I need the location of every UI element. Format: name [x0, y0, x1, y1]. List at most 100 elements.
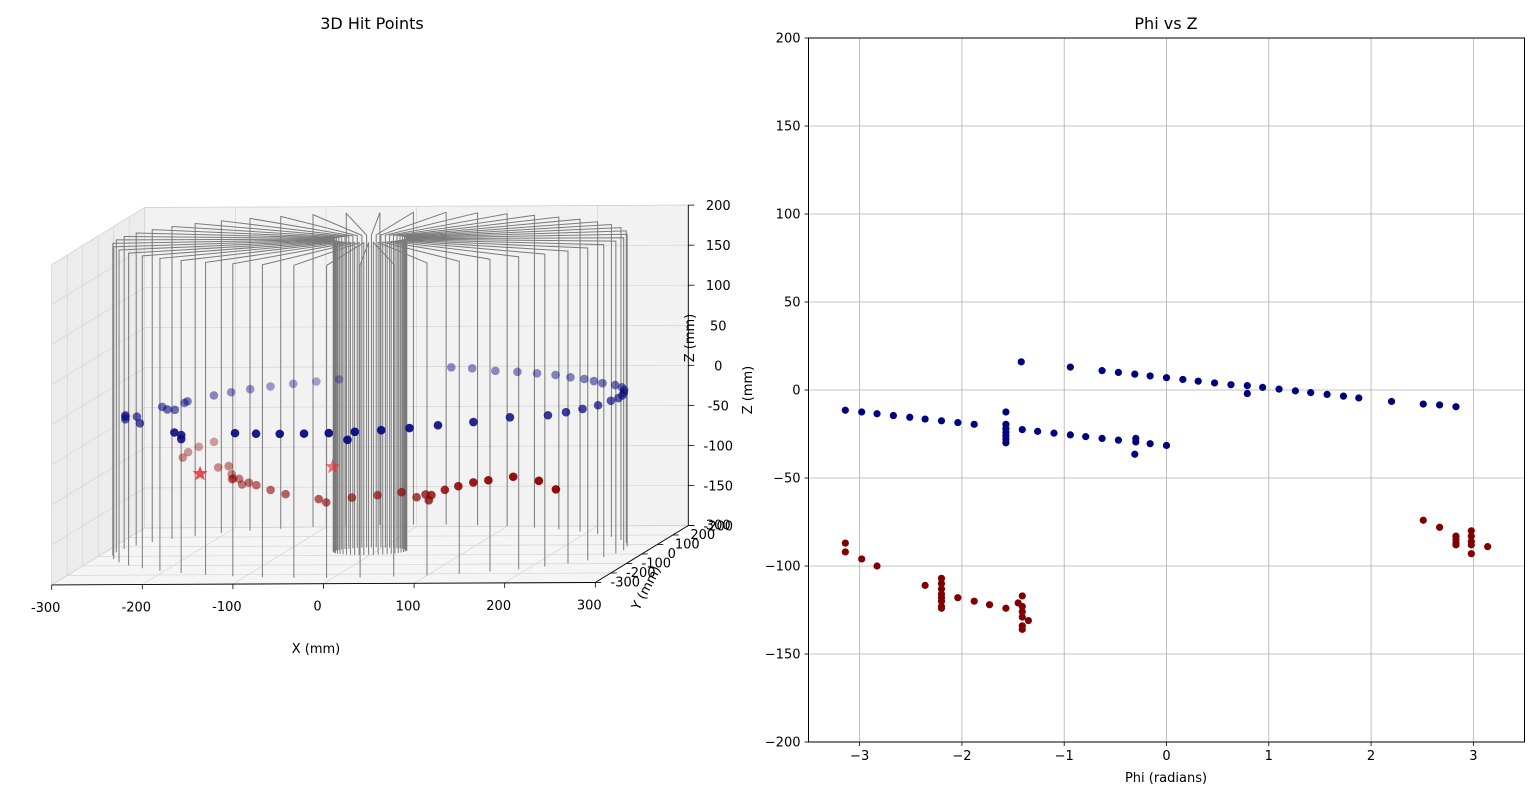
data-point	[937, 597, 946, 605]
data-point	[281, 489, 290, 499]
data-point	[266, 485, 275, 495]
data-point	[858, 408, 866, 416]
data-point	[513, 367, 522, 377]
detector-wire	[359, 242, 370, 578]
data-point	[183, 447, 193, 457]
detector-wire	[220, 220, 350, 549]
data-point	[1017, 358, 1025, 366]
y-tick-label: 100	[776, 208, 801, 223]
z-tick-label: -200	[704, 519, 734, 534]
data-point	[350, 427, 360, 437]
detector-wire	[280, 215, 358, 548]
data-point	[1002, 408, 1010, 416]
data-point	[578, 404, 587, 414]
data-point	[551, 485, 561, 494]
x-tick-label: -300	[31, 601, 61, 616]
detector-wire	[382, 241, 460, 574]
data-point	[1162, 374, 1171, 382]
detector-wire	[390, 240, 520, 570]
data-point	[132, 412, 142, 422]
data-point	[1227, 381, 1235, 389]
detector-wire	[194, 222, 346, 550]
data-point	[1243, 389, 1251, 398]
data-point	[580, 374, 589, 384]
plot-3d-hit-points: -300 -200 -100 0 100 200 300-300-200-100010020…	[31, 14, 733, 657]
z-tick-label: -150	[704, 479, 734, 494]
data-point	[1131, 450, 1139, 458]
data-point	[1066, 363, 1074, 371]
data-point	[1179, 375, 1187, 384]
data-point	[1467, 527, 1475, 535]
data-point	[937, 417, 946, 425]
data-point	[1082, 433, 1090, 441]
x-tick-label: −3	[850, 749, 869, 764]
data-point	[226, 387, 236, 397]
y-tick-label: 100	[675, 537, 700, 552]
grid-line	[51, 447, 145, 506]
data-point	[1024, 616, 1033, 625]
x-tick-label: 0	[1162, 749, 1170, 764]
y-axis-label-2d: Z (mm)	[741, 366, 756, 415]
hit-points-2d	[841, 358, 1492, 633]
data-point	[1452, 403, 1460, 411]
data-point	[1002, 604, 1010, 612]
data-point	[1002, 439, 1010, 447]
detector-wire	[180, 241, 344, 573]
x-tick-label: 100	[396, 599, 421, 614]
data-point	[561, 407, 571, 417]
x-tick-label: −1	[1055, 749, 1074, 764]
data-point	[1050, 429, 1058, 437]
data-point	[433, 420, 443, 430]
detector-wire	[135, 232, 338, 551]
detector-wire	[232, 241, 351, 577]
z-tick-label: -50	[708, 399, 729, 414]
detector-wire	[171, 225, 343, 550]
data-point	[1436, 523, 1444, 531]
data-point	[1132, 434, 1140, 442]
detector-wire	[384, 212, 479, 548]
detector-wire	[389, 213, 508, 548]
data-point	[937, 580, 946, 588]
data-point	[614, 393, 623, 403]
data-point	[324, 428, 334, 438]
x-axis-label-3d: X (mm)	[292, 642, 341, 657]
z-tick-label: 200	[706, 199, 731, 214]
detector-wire	[370, 212, 381, 548]
plot-phi-vs-z: −3 −2 −1 0 1 2 3 −200 −150 −100 −50 0 50 100 150 200 Ph…	[741, 14, 1525, 786]
data-point	[1291, 387, 1299, 395]
data-point	[1162, 441, 1171, 450]
y-tick-label: −50	[773, 472, 800, 487]
data-point	[484, 475, 493, 485]
data-point	[598, 378, 607, 388]
data-point	[209, 391, 219, 400]
data-point	[1018, 602, 1026, 611]
y-tick-label: −100	[765, 560, 801, 575]
data-point	[858, 555, 866, 563]
x-tick-label: -100	[212, 600, 242, 615]
detector-wire	[128, 240, 337, 566]
data-point	[1210, 379, 1219, 387]
data-point	[1146, 372, 1154, 380]
data-point	[921, 415, 929, 423]
data-point	[121, 411, 130, 420]
data-point	[446, 363, 456, 372]
z-tick-label: 150	[706, 239, 731, 254]
data-point	[1098, 434, 1106, 442]
data-point	[921, 581, 929, 589]
data-point	[873, 562, 881, 570]
data-point	[230, 428, 240, 438]
plot-2d-title: Phi vs Z	[1134, 14, 1197, 33]
data-point	[906, 413, 914, 421]
detector-wire	[261, 241, 356, 578]
hit-points-3d	[121, 363, 629, 507]
data-point	[1355, 394, 1363, 402]
data-point	[176, 434, 186, 444]
z-tick-label: 50	[710, 319, 727, 334]
data-point	[321, 498, 331, 507]
data-point	[1114, 368, 1123, 376]
x-tick-label: −2	[952, 749, 971, 764]
data-point	[440, 485, 450, 495]
detector-wire	[403, 224, 612, 550]
data-point	[469, 417, 478, 427]
